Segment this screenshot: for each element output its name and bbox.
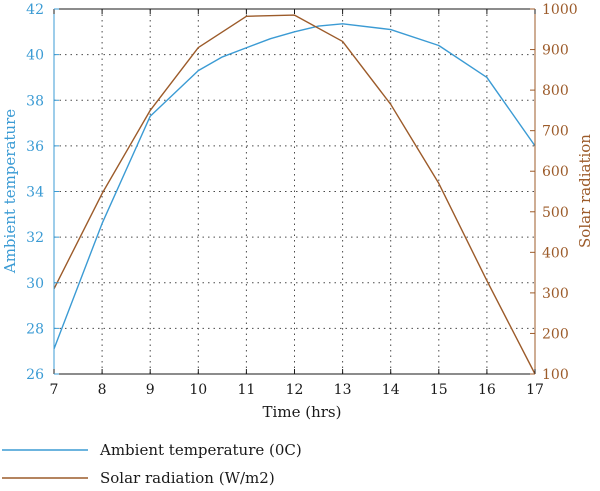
left-y-tick-label: 42 xyxy=(26,2,44,18)
series-line-solar-radiation xyxy=(53,14,536,375)
x-tick-label: 16 xyxy=(478,382,496,398)
left-y-tick-label: 26 xyxy=(26,367,44,383)
right-y-tick-label: 400 xyxy=(542,245,569,261)
left-y-axis-label: Ambient temperature xyxy=(1,109,19,274)
x-tick-label: 15 xyxy=(430,382,448,398)
x-tick-label: 10 xyxy=(189,382,207,398)
right-y-tick-label: 1000 xyxy=(542,2,578,18)
right-y-axis-label: Solar radiation xyxy=(576,134,594,248)
left-y-tick-label: 38 xyxy=(26,93,44,109)
left-y-tick-label: 40 xyxy=(26,48,44,64)
left-y-tick-label: 32 xyxy=(26,230,44,246)
x-axis-label: Time (hrs) xyxy=(263,403,342,421)
right-y-tick-label: 300 xyxy=(542,286,569,302)
left-y-tick-label: 34 xyxy=(26,185,44,201)
tick-labels: 7 8 9 10 11 12 13 14 15 16 17 26 28 30 32 34 36 38 40 42 100… xyxy=(26,2,577,398)
x-tick-label: 17 xyxy=(526,382,544,398)
legend-label-solar-radiation: Solar radiation (W/m2) xyxy=(100,469,275,487)
right-y-tick-label: 800 xyxy=(542,83,569,99)
legend: Ambient temperature (0C) Solar radiation… xyxy=(2,441,302,487)
left-y-tick-label: 28 xyxy=(26,321,44,337)
series-line-ambient-temperature xyxy=(53,23,536,350)
right-y-tick-label: 500 xyxy=(542,205,569,221)
grid xyxy=(54,9,535,374)
x-tick-label: 9 xyxy=(146,382,155,398)
left-y-tick-label: 30 xyxy=(26,276,44,292)
series-lines xyxy=(53,14,536,375)
x-tick-label: 13 xyxy=(334,382,352,398)
right-y-tick-label: 900 xyxy=(542,43,569,59)
right-y-tick-label: 700 xyxy=(542,124,569,140)
x-tick-label: 8 xyxy=(98,382,107,398)
left-y-tick-label: 36 xyxy=(26,139,44,155)
x-tick-label: 12 xyxy=(286,382,304,398)
right-y-tick-label: 100 xyxy=(542,367,569,383)
x-tick-label: 14 xyxy=(382,382,400,398)
legend-label-ambient-temperature: Ambient temperature (0C) xyxy=(99,441,302,459)
axes xyxy=(53,8,536,375)
x-tick-label: 7 xyxy=(50,382,59,398)
right-y-tick-label: 600 xyxy=(542,164,569,180)
right-y-tick-label: 200 xyxy=(542,326,569,342)
x-tick-label: 11 xyxy=(237,382,255,398)
